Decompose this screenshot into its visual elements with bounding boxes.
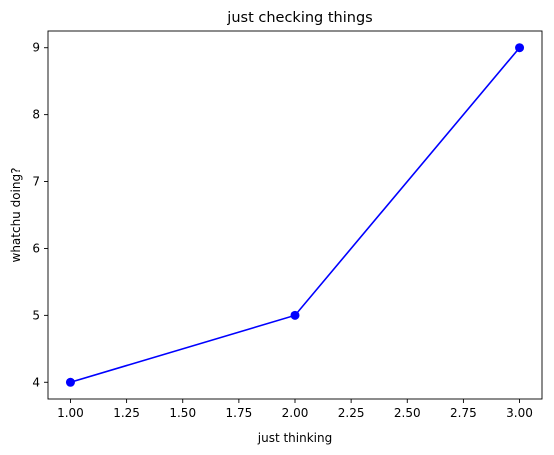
y-tick-label: 5 — [32, 308, 40, 322]
x-tick-label: 1.50 — [169, 406, 196, 420]
chart-title: just checking things — [226, 10, 372, 26]
x-tick-label: 1.00 — [57, 406, 84, 420]
y-tick-label: 8 — [32, 108, 40, 122]
x-axis-ticks: 1.00 1.25 1.50 1.75 2.00 2.25 2.50 2.75 3.00 — [57, 399, 533, 420]
data-point — [65, 377, 75, 387]
data-point — [515, 43, 525, 53]
y-axis-label: whatchu doing? — [9, 168, 23, 263]
x-tick-label: 1.75 — [226, 406, 253, 420]
x-tick-label: 2.25 — [338, 406, 365, 420]
y-tick-label: 9 — [32, 41, 40, 55]
y-tick-label: 7 — [32, 175, 40, 189]
plot-area — [47, 30, 543, 400]
y-tick-label: 4 — [32, 375, 40, 389]
x-tick-label: 2.00 — [282, 406, 309, 420]
x-tick-label: 1.25 — [113, 406, 140, 420]
y-tick-label: 6 — [32, 241, 40, 255]
x-axis-label: just thinking — [257, 431, 332, 445]
series-points — [65, 43, 525, 387]
data-point — [290, 310, 300, 320]
x-tick-label: 2.75 — [450, 406, 477, 420]
x-tick-label: 3.00 — [506, 406, 533, 420]
x-tick-label: 2.50 — [394, 406, 421, 420]
y-axis-ticks: 4 5 6 7 8 9 — [32, 41, 48, 389]
